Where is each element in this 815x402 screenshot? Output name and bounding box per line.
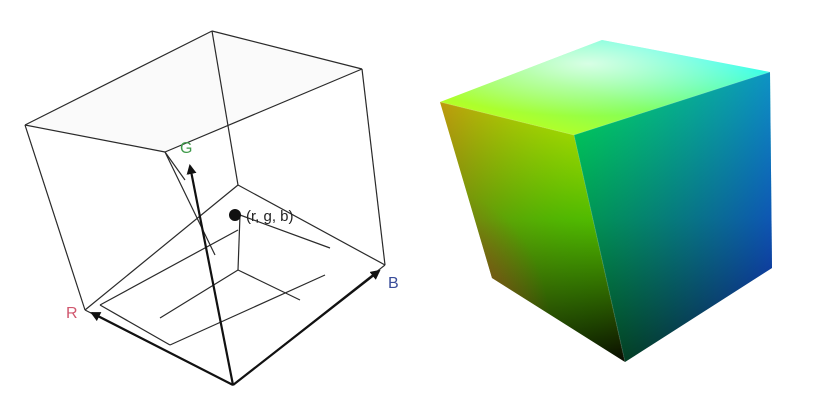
wireframe-top-face (25, 31, 362, 152)
color-cube-front-face (440, 102, 625, 362)
wireframe-axes (90, 164, 381, 386)
point-label: (r, g, b) (246, 208, 294, 225)
color-cube-right-face (574, 72, 772, 362)
r-axis-arrow (90, 312, 234, 386)
color-cube (439, 40, 772, 363)
rgb-point-marker (229, 209, 241, 221)
color-cube-edges (439, 71, 771, 363)
b-axis-arrow (232, 269, 381, 386)
wireframe-cube: (r, g, b) G B R (24, 30, 399, 386)
r-axis-label: R (66, 305, 78, 322)
g-axis-arrow (186, 164, 235, 386)
b-axis-label: B (388, 275, 399, 292)
color-cube-top-face (440, 40, 770, 135)
g-axis-label: G (180, 140, 192, 157)
